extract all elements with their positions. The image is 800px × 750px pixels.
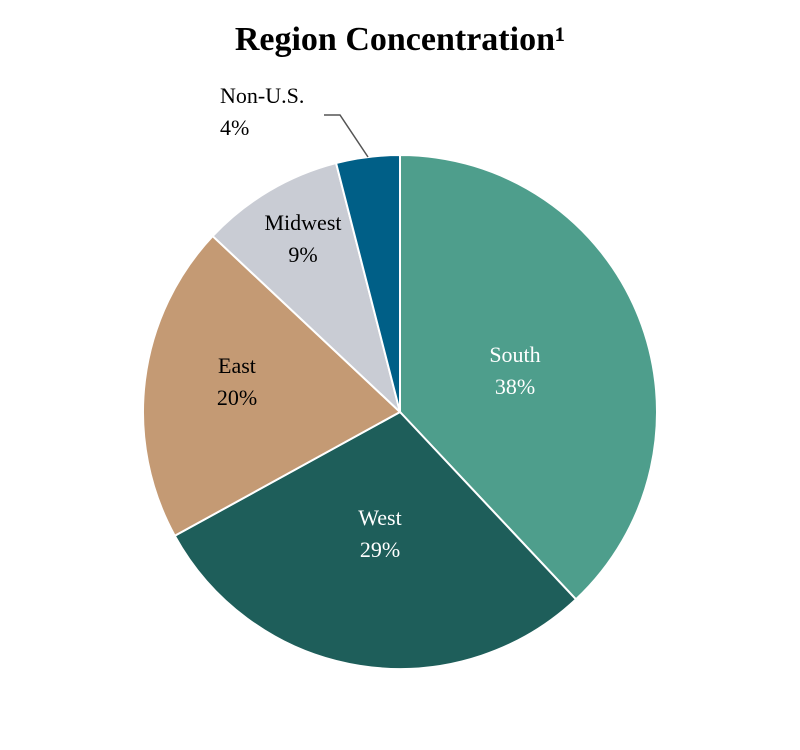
leader-line: [324, 114, 369, 158]
slice-value-label: 20%: [217, 385, 257, 410]
slice-value-label: 9%: [288, 242, 317, 267]
slice-value-label: 4%: [220, 115, 249, 140]
slice-label: South: [489, 342, 540, 367]
slice-label: East: [218, 353, 256, 378]
pie-slice: [399, 153, 658, 601]
slice-label: West: [358, 505, 401, 530]
pie-slice: [173, 410, 578, 670]
slice-label: Non-U.S.: [220, 83, 304, 108]
pie-slice: [141, 234, 402, 538]
slice-value-label: 29%: [360, 537, 400, 562]
slice-label: Midwest: [265, 210, 342, 235]
pie-slice: [211, 161, 402, 416]
slice-value-label: 38%: [495, 374, 535, 399]
chart-title: Region Concentration¹: [235, 21, 565, 58]
